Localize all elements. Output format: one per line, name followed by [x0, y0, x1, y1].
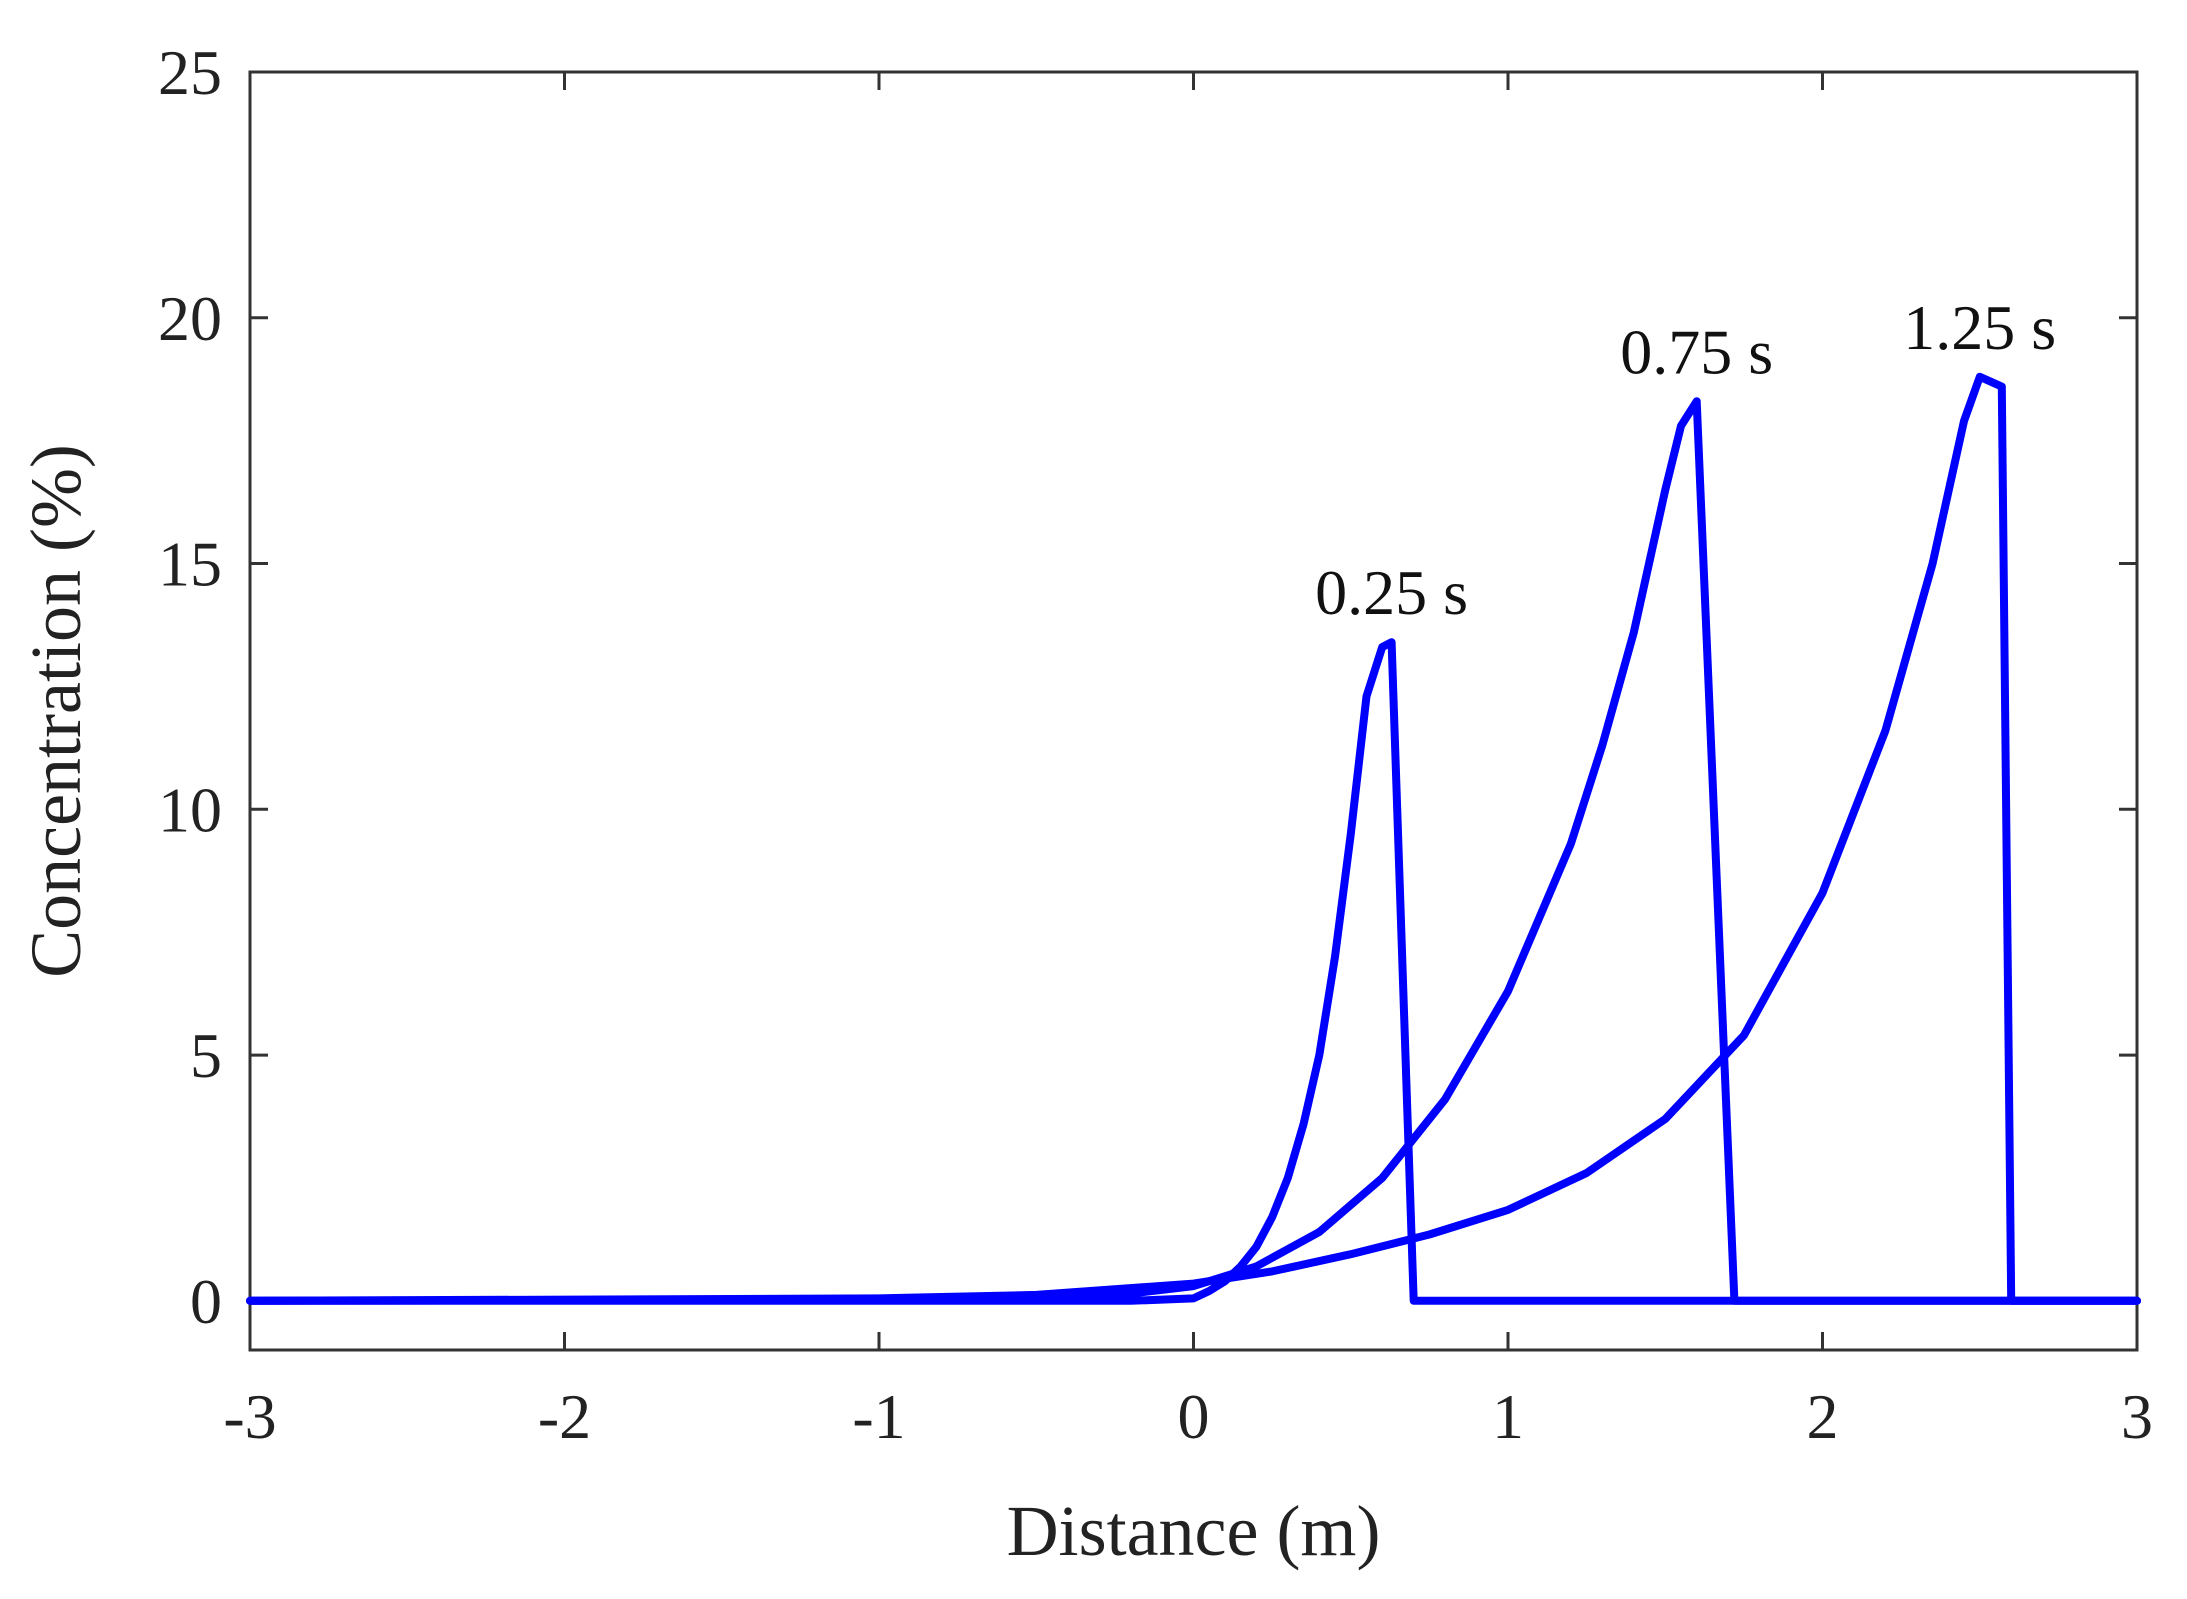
series-line-0-25-s: [246, 638, 2141, 1305]
y-tick-label: 10: [158, 774, 222, 845]
series-annotation-label: 0.75 s: [1620, 316, 1773, 387]
x-axis-ticks: -3 -2 -1 0 1 2 3: [223, 72, 2153, 1452]
series-layer: [246, 372, 2141, 1305]
series-line-1-25-s: [246, 372, 2141, 1305]
y-tick-label: 0: [190, 1266, 222, 1337]
x-tick-label: -1: [852, 1381, 905, 1452]
y-tick-label: 20: [158, 283, 222, 354]
series-annotation-label: 0.25 s: [1315, 557, 1468, 628]
x-tick-label: 1: [1492, 1381, 1524, 1452]
y-tick-label: 25: [158, 37, 222, 108]
y-tick-label: 5: [190, 1020, 222, 1091]
series-annotation-label: 1.25 s: [1903, 292, 2056, 363]
x-tick-label: -2: [538, 1381, 591, 1452]
plot-frame: [248, 70, 2139, 1352]
x-tick-label: 3: [2121, 1381, 2153, 1452]
series-line-0-75-s: [246, 397, 2141, 1305]
y-tick-label: 15: [158, 529, 222, 600]
x-axis-title: Distance (m): [1007, 1491, 1381, 1571]
y-axis-ticks: 0 5 10 15 20 25: [158, 37, 2137, 1337]
x-tick-label: 2: [1807, 1381, 1839, 1452]
annotation-layer: 0.25 s 0.75 s 1.25 s: [1315, 292, 2056, 628]
x-tick-label: -3: [223, 1381, 276, 1452]
plot-border: [248, 70, 2139, 1352]
x-tick-label: 0: [1178, 1381, 1210, 1452]
y-axis-title: Concentration (%): [16, 444, 96, 978]
